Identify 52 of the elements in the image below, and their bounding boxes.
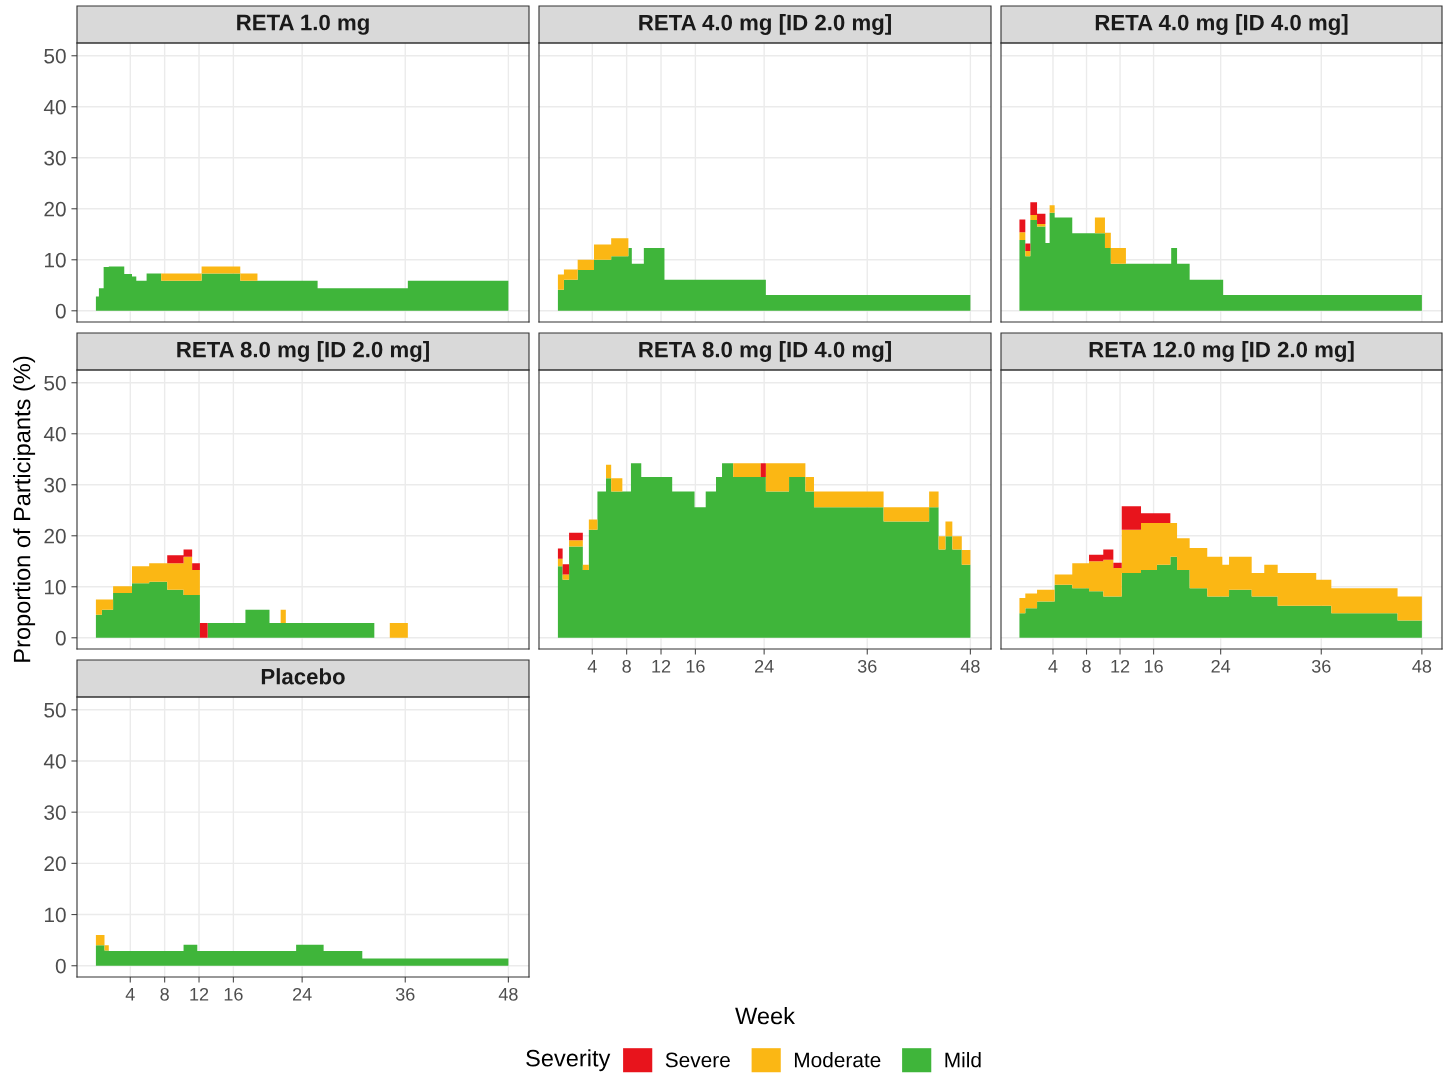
chart-title: RETA 8.0 mg [ID 2.0 mg] — [177, 341, 429, 362]
x-tick-label: 12 — [190, 987, 209, 1001]
chart-title: RETA 1.0 mg — [237, 14, 369, 35]
y-tick-label: 30 — [44, 150, 66, 166]
x-tick-label: 16 — [686, 659, 705, 673]
legend-label: Severe — [665, 1052, 730, 1068]
y-tick-label: 50 — [44, 702, 66, 718]
y-axis-title: Proportion of Participants (%) — [13, 356, 36, 662]
chart-title: RETA 4.0 mg [ID 2.0 mg] — [639, 14, 891, 35]
y-tick-label: 40 — [43, 753, 66, 769]
x-tick-label: 8 — [1082, 659, 1091, 673]
y-tick-label: 20 — [44, 528, 66, 544]
x-tick-label: 48 — [1412, 659, 1432, 673]
x-tick-label: 16 — [1144, 659, 1163, 673]
x-tick-label: 36 — [395, 987, 415, 1001]
x-axis-title: Week — [735, 1006, 795, 1025]
x-tick-label: 12 — [652, 659, 671, 673]
x-tick-label: 24 — [293, 987, 312, 1001]
y-tick-label: 0 — [55, 958, 66, 974]
y-tick-label: 10 — [45, 252, 66, 268]
x-tick-label: 24 — [1211, 659, 1231, 673]
legend-title: Severity — [526, 1049, 611, 1072]
y-tick-label: 0 — [55, 630, 66, 646]
y-tick-label: 30 — [44, 805, 66, 820]
x-tick-label: 4 — [125, 988, 135, 1001]
y-tick-label: 50 — [44, 48, 66, 64]
y-tick-label: 10 — [45, 579, 66, 595]
x-tick-label: 4 — [587, 660, 597, 673]
x-tick-label: 24 — [755, 659, 774, 673]
y-tick-label: 20 — [44, 856, 66, 872]
chart-title: RETA 12.0 mg [ID 2.0 mg] — [1089, 341, 1354, 362]
chart-title: RETA 8.0 mg [ID 4.0 mg] — [639, 341, 891, 362]
y-tick-label: 10 — [45, 907, 66, 923]
x-tick-label: 48 — [960, 659, 980, 673]
y-tick-label: 0 — [55, 303, 66, 319]
y-tick-label: 50 — [44, 375, 66, 391]
x-tick-label: 4 — [1048, 660, 1058, 673]
chart-title: RETA 4.0 mg [ID 4.0 mg] — [1095, 14, 1348, 35]
legend-label: Moderate — [794, 1052, 881, 1068]
x-tick-label: 36 — [857, 659, 877, 673]
x-tick-label: 36 — [1311, 659, 1331, 673]
y-tick-label: 20 — [44, 201, 66, 217]
x-tick-label: 12 — [1111, 659, 1130, 673]
y-tick-label: 40 — [43, 426, 66, 442]
x-tick-label: 8 — [160, 987, 169, 1001]
x-tick-label: 16 — [224, 987, 243, 1001]
x-tick-label: 48 — [498, 987, 518, 1001]
y-tick-label: 40 — [43, 99, 66, 115]
legend-label: Mild — [945, 1052, 981, 1068]
chart-title: Placebo — [261, 668, 345, 685]
y-tick-label: 30 — [44, 477, 66, 493]
x-tick-label: 8 — [622, 659, 631, 673]
